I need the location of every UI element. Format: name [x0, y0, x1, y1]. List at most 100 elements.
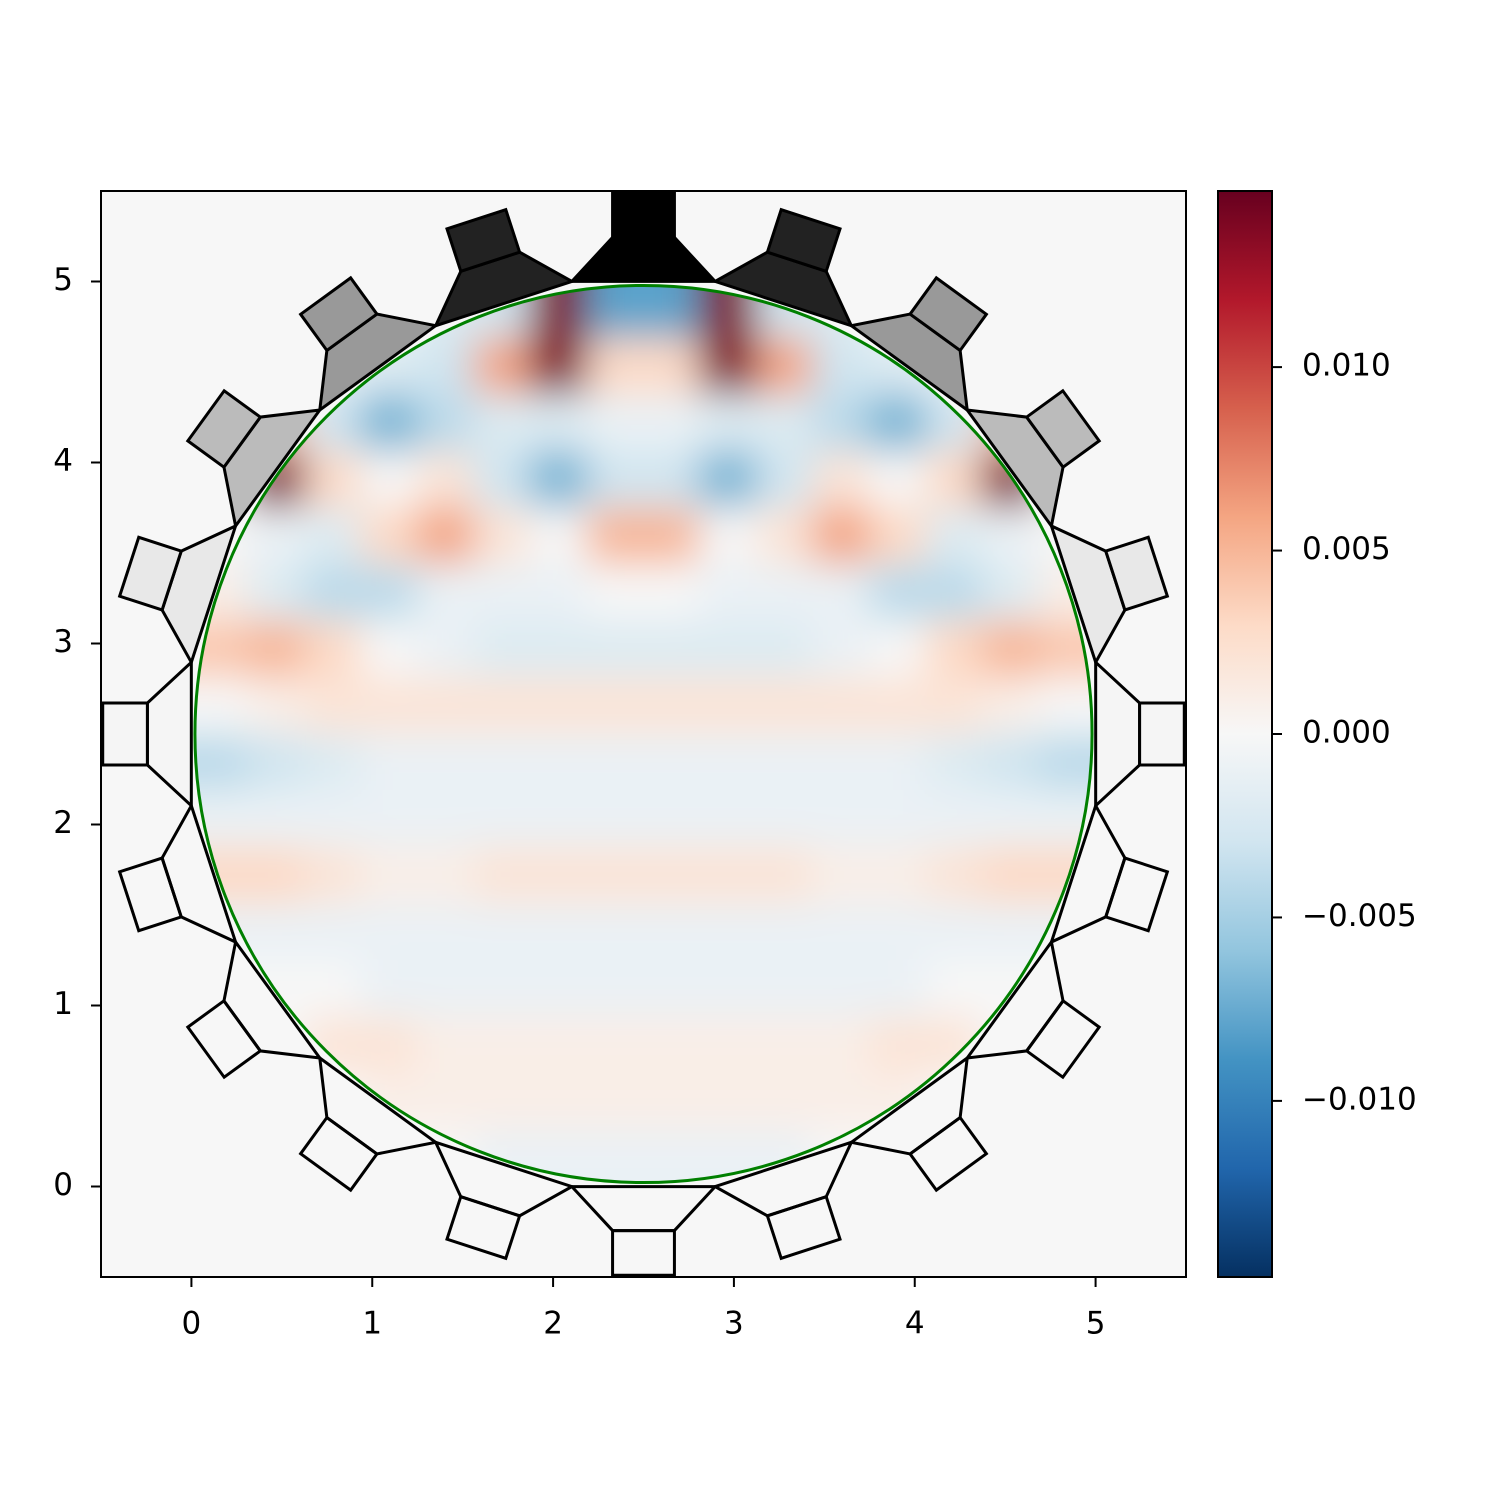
field-cell — [699, 620, 758, 678]
field-cell — [642, 790, 701, 848]
field-cell — [586, 394, 645, 452]
field-cell — [699, 450, 758, 509]
field-cell — [868, 846, 927, 905]
field-cell — [473, 563, 532, 622]
x-tick-label: 0 — [182, 1306, 202, 1342]
field-cell — [642, 563, 701, 622]
field-cell — [360, 450, 419, 509]
field-cell — [303, 507, 362, 565]
field-cell — [247, 733, 306, 792]
x-tick-label: 3 — [724, 1306, 744, 1342]
field-cell — [755, 903, 814, 961]
field-cell — [925, 450, 984, 509]
field-cell — [868, 620, 927, 678]
field-cell — [642, 733, 701, 792]
field-cell — [981, 507, 1040, 565]
transducer-head — [907, 1115, 989, 1193]
field-cell — [586, 563, 645, 622]
y-tick-label: 1 — [53, 986, 73, 1022]
field-cell — [473, 1016, 532, 1074]
transducer-head — [117, 535, 184, 612]
field-cell — [981, 733, 1040, 792]
field-cell — [586, 903, 645, 961]
field-cell — [586, 507, 645, 565]
colorbar-tick-label: −0.010 — [1302, 1081, 1417, 1117]
field-cell — [868, 450, 927, 509]
transducer-head — [185, 998, 263, 1080]
field-cell — [812, 959, 871, 1018]
transducer-head — [117, 856, 184, 933]
field-cell — [416, 846, 475, 905]
field-cell — [755, 394, 814, 452]
x-tick-label: 1 — [362, 1306, 382, 1342]
field-cell — [642, 450, 701, 509]
field-cell — [529, 676, 588, 735]
field-cell — [416, 450, 475, 509]
field-cell — [755, 676, 814, 735]
field-cell — [755, 790, 814, 848]
field-cell — [755, 507, 814, 565]
field-cell — [699, 733, 758, 792]
transducer-head — [185, 388, 263, 470]
field-cell — [416, 676, 475, 735]
field-cell — [642, 1016, 701, 1074]
field-cell — [699, 1072, 758, 1131]
field-cell — [360, 790, 419, 848]
field-cell — [194, 676, 249, 735]
field-cell — [303, 903, 362, 961]
field-cell — [642, 959, 701, 1018]
field-cell — [473, 507, 532, 565]
field-cell — [755, 563, 814, 622]
field-cell — [360, 394, 419, 452]
field-cell — [303, 790, 362, 848]
field-cell — [868, 563, 927, 622]
field-cell — [812, 394, 871, 452]
field-cell — [868, 1016, 927, 1074]
field-cell — [473, 450, 532, 509]
field-cell — [529, 620, 588, 678]
field-cell — [925, 733, 984, 792]
field-cell — [642, 285, 701, 339]
field-cell — [699, 1016, 758, 1074]
field-cell — [360, 620, 419, 678]
field-cell — [247, 676, 306, 735]
field-cell — [247, 563, 306, 622]
plot-frame — [100, 190, 1187, 1278]
field-cell — [699, 507, 758, 565]
field-cell — [360, 959, 419, 1018]
transducer-head — [1103, 856, 1170, 933]
field-cell — [529, 903, 588, 961]
field-cell — [416, 959, 475, 1018]
field-cell — [586, 959, 645, 1018]
field-cell — [473, 903, 532, 961]
field-cell — [473, 1072, 532, 1131]
field-cell — [473, 959, 532, 1018]
field-cell — [416, 337, 475, 396]
field-cell — [812, 790, 871, 848]
axes: 0 1 2 3 4 5 0 1 2 3 4 5 0.010 0.005 0.000 −0.005 −0.010 — [53, 190, 1417, 1342]
field-cell — [755, 846, 814, 905]
transducer-head — [445, 1194, 522, 1261]
field-cell — [755, 620, 814, 678]
field-cell — [925, 563, 984, 622]
field-cell — [812, 1016, 871, 1074]
field-cell — [981, 903, 1040, 961]
field-cell — [360, 507, 419, 565]
field-cell — [925, 507, 984, 565]
field-cell — [247, 507, 306, 565]
field-cell — [812, 450, 871, 509]
field-cell — [529, 337, 588, 396]
field-cell — [303, 620, 362, 678]
field-cell — [699, 563, 758, 622]
field-cell — [755, 1072, 814, 1131]
field-cell — [981, 563, 1040, 622]
field-cell — [303, 563, 362, 622]
field-cell — [529, 790, 588, 848]
field-cell — [812, 903, 871, 961]
colorbar-tick-label: −0.005 — [1302, 898, 1417, 934]
field-cell — [868, 394, 927, 452]
field-cell — [812, 563, 871, 622]
y-tick-label: 3 — [53, 624, 73, 660]
field-cell — [416, 1072, 475, 1131]
field-cell — [642, 620, 701, 678]
